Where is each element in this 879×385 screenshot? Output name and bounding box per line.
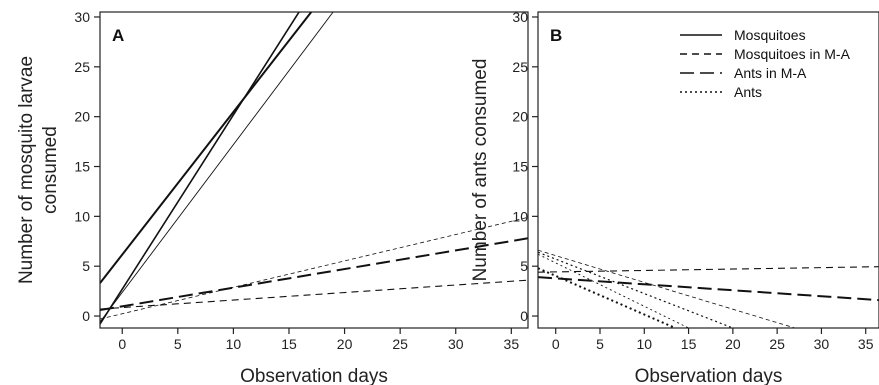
- series-line-2-solid: [100, 12, 301, 325]
- series-line-5-dash: [100, 279, 528, 310]
- series-line-2-long-dash: [538, 276, 879, 302]
- x-tick-label: 25: [392, 336, 408, 352]
- y-axis-title: Number of mosquito larvae: [16, 56, 37, 284]
- x-tick-label: 15: [281, 336, 297, 352]
- x-tick-label: 5: [596, 336, 604, 352]
- x-tick-label: 0: [552, 336, 560, 352]
- y-tick-label: 15: [74, 159, 90, 175]
- y-tick-label: 15: [512, 159, 528, 175]
- y-tick-label: 20: [512, 109, 528, 125]
- plot-frame: [99, 11, 529, 329]
- series-line-5-dot: [538, 253, 689, 328]
- panel-label: B: [550, 26, 562, 45]
- y-tick-label: 30: [74, 9, 90, 25]
- x-tick-label: 20: [337, 336, 353, 352]
- series-line-1-solid: [100, 12, 313, 284]
- series-line-6-fine-dash: [538, 249, 795, 328]
- series-group: [538, 249, 879, 328]
- panel-label: A: [112, 26, 124, 45]
- y-tick-label: 30: [512, 9, 528, 25]
- x-tick-label: 30: [814, 336, 830, 352]
- series-line-1-dash: [538, 266, 879, 273]
- x-tick-label: 10: [226, 336, 242, 352]
- series-line-6-fine-dash: [100, 216, 528, 320]
- y-tick-label: 10: [74, 208, 90, 224]
- series-group: [100, 12, 528, 325]
- series-line-4-dot: [538, 251, 734, 328]
- x-tick-label: 10: [636, 336, 652, 352]
- x-tick-label: 35: [504, 336, 520, 352]
- y-tick-label: 0: [520, 308, 528, 324]
- x-tick-label: 0: [118, 336, 126, 352]
- legend-label: Mosquitoes in M-A: [734, 46, 851, 62]
- x-tick-label: 30: [448, 336, 464, 352]
- y-tick-label: 20: [74, 109, 90, 125]
- x-tick-label: 5: [174, 336, 182, 352]
- y-axis-title: consumed: [40, 126, 61, 214]
- legend-label: Mosquitoes: [734, 27, 806, 43]
- series-line-4-long-dash: [100, 237, 528, 312]
- x-tick-label: 35: [858, 336, 874, 352]
- legend: Mosquitoes Mosquitoes in M-A Ants in M-A An…: [680, 27, 851, 100]
- y-tick-label: 5: [82, 258, 90, 274]
- x-axis-title: Observation days: [240, 366, 388, 385]
- y-tick-label: 5: [520, 258, 528, 274]
- y-axis-title: Number of ants consumed: [470, 59, 491, 282]
- y-tick-label: 25: [74, 59, 90, 75]
- x-axis-title: Observation days: [635, 366, 783, 385]
- x-tick-label: 20: [725, 336, 741, 352]
- legend-label: Ants: [734, 84, 762, 100]
- x-tick-label: 15: [681, 336, 697, 352]
- series-line-3-solid: [100, 12, 334, 323]
- y-tick-label: 25: [512, 59, 528, 75]
- legend-label: Ants in M-A: [734, 65, 807, 81]
- plot-frame: [537, 11, 879, 329]
- y-tick-label: 10: [512, 208, 528, 224]
- x-tick-label: 25: [769, 336, 785, 352]
- y-tick-label: 0: [82, 308, 90, 324]
